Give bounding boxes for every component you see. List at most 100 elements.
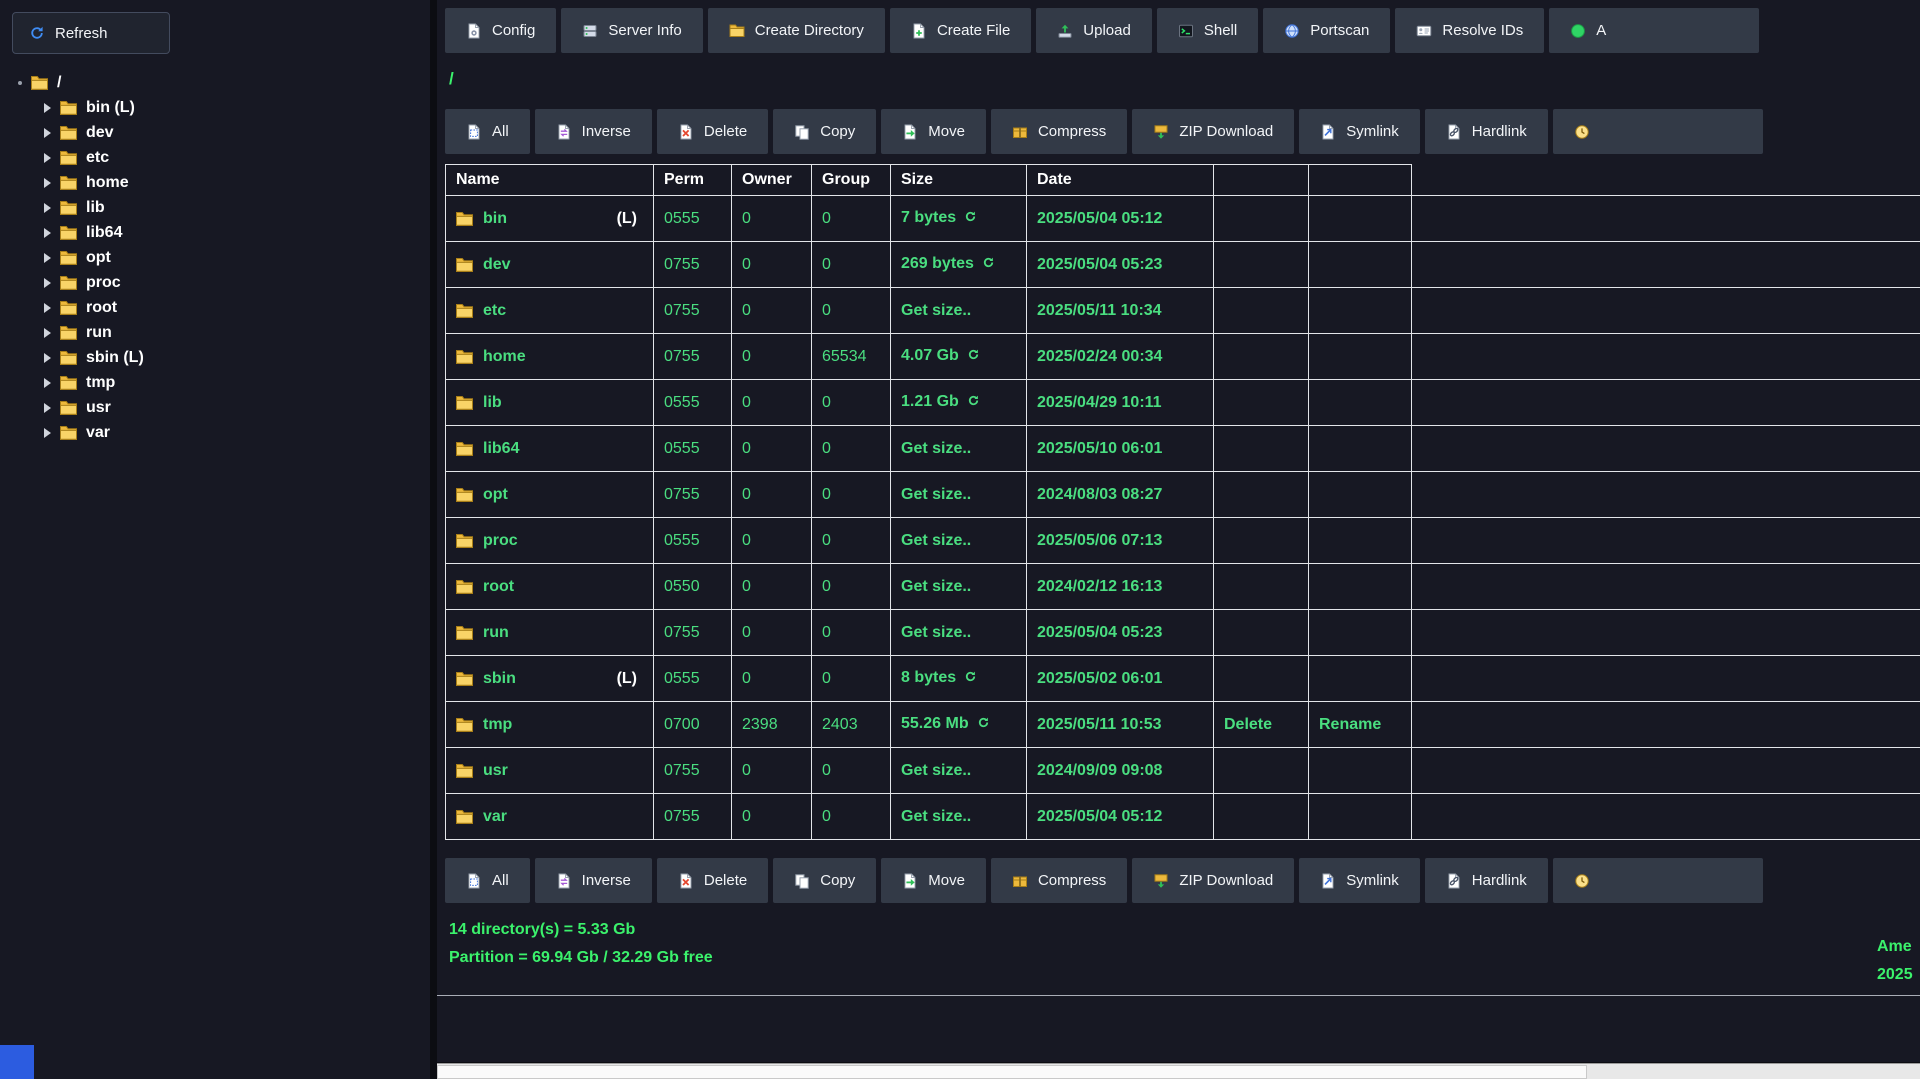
sidebar-item-opt[interactable]: opt xyxy=(0,245,430,270)
toolbar-button-upload[interactable]: Upload xyxy=(1036,8,1152,53)
selection-button-hardlink[interactable]: Hardlink xyxy=(1424,109,1548,154)
size-refresh-icon[interactable] xyxy=(964,670,977,688)
sidebar-item-run[interactable]: run xyxy=(0,320,430,345)
directory-name-link[interactable]: tmp xyxy=(483,715,513,733)
directory-name-link[interactable]: dev xyxy=(483,255,511,273)
directory-name-link[interactable]: proc xyxy=(483,531,518,549)
selection-button-copy[interactable]: Copy xyxy=(773,109,877,154)
selection-button-copy[interactable]: Copy xyxy=(773,858,877,903)
size-refresh-icon[interactable] xyxy=(977,716,990,734)
directory-name-link[interactable]: var xyxy=(483,807,508,825)
selection-button-symlink[interactable]: Symlink xyxy=(1299,858,1420,903)
expand-icon[interactable] xyxy=(44,252,51,263)
get-size-link[interactable]: Get size.. xyxy=(901,761,972,779)
toolbar-button-server-info[interactable]: Server Info xyxy=(561,8,703,53)
toolbar-button-create-file[interactable]: Create File xyxy=(889,8,1032,53)
directory-name-link[interactable]: opt xyxy=(483,485,508,503)
action-cell xyxy=(1213,609,1309,656)
toolbar-button-resolve-ids[interactable]: Resolve IDs xyxy=(1395,8,1545,53)
expand-icon[interactable] xyxy=(44,302,51,313)
selection-button-move[interactable]: Move xyxy=(881,109,986,154)
directory-name-link[interactable]: lib xyxy=(483,393,502,411)
expand-icon[interactable] xyxy=(44,177,51,188)
selection-button-move[interactable]: Move xyxy=(881,858,986,903)
expand-icon[interactable] xyxy=(44,202,51,213)
directory-name-link[interactable]: etc xyxy=(483,301,507,319)
tree-root-item[interactable]: / xyxy=(0,70,430,95)
toolbar-button-a[interactable]: A xyxy=(1549,8,1760,53)
selection-button-clock-icon[interactable] xyxy=(1552,858,1763,903)
directory-name-link[interactable]: usr xyxy=(483,761,508,779)
selection-button-delete[interactable]: Delete xyxy=(656,109,769,154)
directory-name-link[interactable]: lib64 xyxy=(483,439,520,457)
expand-icon[interactable] xyxy=(44,152,51,163)
expand-icon[interactable] xyxy=(44,377,51,388)
selection-button-inverse[interactable]: Inverse xyxy=(534,109,652,154)
get-size-link[interactable]: Get size.. xyxy=(901,485,972,503)
rename-link[interactable]: Rename xyxy=(1308,701,1412,748)
directory-name-link[interactable]: bin xyxy=(483,209,507,227)
owner-cell: 0 xyxy=(731,195,812,242)
expand-icon[interactable] xyxy=(44,327,51,338)
toolbar-button-config[interactable]: Config xyxy=(445,8,557,53)
get-size-link[interactable]: Get size.. xyxy=(901,807,972,825)
selection-button-delete[interactable]: Delete xyxy=(656,858,769,903)
selection-button-symlink[interactable]: Symlink xyxy=(1299,109,1420,154)
get-size-link[interactable]: Get size.. xyxy=(901,577,972,595)
selection-button-compress[interactable]: Compress xyxy=(990,858,1128,903)
toolbar-button-shell[interactable]: Shell xyxy=(1156,8,1259,53)
delete-link[interactable]: Delete xyxy=(1213,701,1309,748)
horizontal-scrollbar[interactable] xyxy=(437,1063,1920,1079)
selection-button-inverse[interactable]: Inverse xyxy=(534,858,652,903)
size-refresh-icon[interactable] xyxy=(967,394,980,412)
sidebar-item-etc[interactable]: etc xyxy=(0,145,430,170)
selection-button-zip-download[interactable]: ZIP Download xyxy=(1132,109,1295,154)
folder-icon xyxy=(456,257,473,272)
top-toolbar: Config Server Info Create Directory Create … xyxy=(445,8,1760,53)
expand-icon[interactable] xyxy=(44,277,51,288)
sidebar-item-root[interactable]: root xyxy=(0,295,430,320)
sidebar-item-sbin-l[interactable]: sbin (L) xyxy=(0,345,430,370)
sidebar-item-var[interactable]: var xyxy=(0,420,430,445)
sidebar-item-usr[interactable]: usr xyxy=(0,395,430,420)
selection-button-all[interactable]: All xyxy=(445,109,530,154)
get-size-link[interactable]: Get size.. xyxy=(901,301,972,319)
current-path-link[interactable]: / xyxy=(449,69,454,88)
owner-cell: 0 xyxy=(731,793,812,840)
toolbar-button-portscan[interactable]: Portscan xyxy=(1263,8,1391,53)
toolbar-button-create-directory[interactable]: Create Directory xyxy=(707,8,885,53)
size-refresh-icon[interactable] xyxy=(982,256,995,274)
sidebar-item-lib[interactable]: lib xyxy=(0,195,430,220)
directory-name-link[interactable]: sbin xyxy=(483,669,516,687)
get-size-link[interactable]: Get size.. xyxy=(901,531,972,549)
blue-corner-button[interactable] xyxy=(0,1045,34,1079)
expand-icon[interactable] xyxy=(44,102,51,113)
refresh-button[interactable]: Refresh xyxy=(12,12,170,54)
expand-icon[interactable] xyxy=(44,427,51,438)
directory-name-link[interactable]: root xyxy=(483,577,515,595)
expand-icon[interactable] xyxy=(44,402,51,413)
sidebar-item-dev[interactable]: dev xyxy=(0,120,430,145)
selection-button-hardlink[interactable]: Hardlink xyxy=(1424,858,1548,903)
button-label: Move xyxy=(928,872,965,889)
expand-icon[interactable] xyxy=(44,127,51,138)
expand-icon[interactable] xyxy=(44,352,51,363)
directory-name-link[interactable]: run xyxy=(483,623,509,641)
expand-icon[interactable] xyxy=(44,227,51,238)
sidebar-item-tmp[interactable]: tmp xyxy=(0,370,430,395)
selection-button-zip-download[interactable]: ZIP Download xyxy=(1132,858,1295,903)
sidebar-item-lib64[interactable]: lib64 xyxy=(0,220,430,245)
selection-button-all[interactable]: All xyxy=(445,858,530,903)
perm-cell: 0555 xyxy=(653,655,732,702)
selection-button-clock-icon[interactable] xyxy=(1552,109,1763,154)
sidebar-item-home[interactable]: home xyxy=(0,170,430,195)
size-refresh-icon[interactable] xyxy=(967,348,980,366)
get-size-link[interactable]: Get size.. xyxy=(901,623,972,641)
get-size-link[interactable]: Get size.. xyxy=(901,439,972,457)
sidebar-item-proc[interactable]: proc xyxy=(0,270,430,295)
sidebar-item-bin-l[interactable]: bin (L) xyxy=(0,95,430,120)
scrollbar-thumb[interactable] xyxy=(437,1065,1587,1079)
size-refresh-icon[interactable] xyxy=(964,210,977,228)
selection-button-compress[interactable]: Compress xyxy=(990,109,1128,154)
directory-name-link[interactable]: home xyxy=(483,347,526,365)
